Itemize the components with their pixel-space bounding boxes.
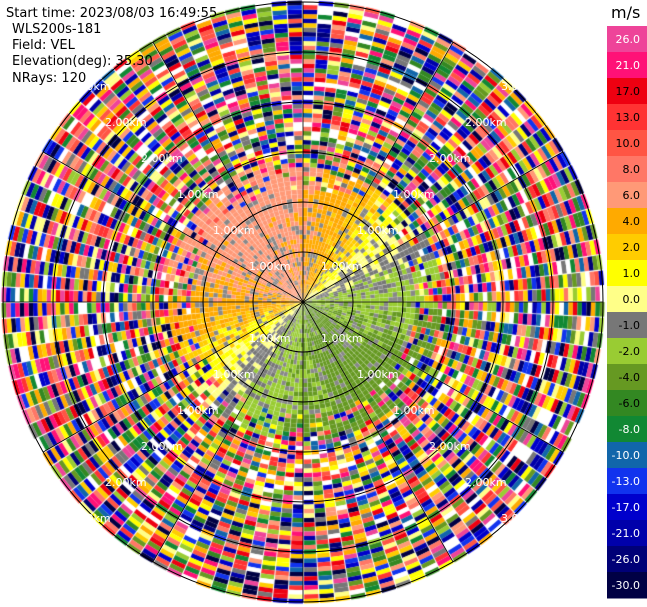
range-ring-label: 1.00km bbox=[249, 332, 291, 345]
field-label: Field: VEL bbox=[12, 38, 75, 53]
range-ring-label: 3.00km bbox=[501, 512, 543, 525]
azimuth-line bbox=[42, 151, 564, 453]
range-ring-label: 2.00km bbox=[105, 116, 147, 129]
range-ring-label: 2.00km bbox=[429, 440, 471, 453]
instrument-label: WLS200s-181 bbox=[12, 22, 102, 37]
range-ring-label: 3.00km bbox=[69, 512, 111, 525]
range-ring-label: 3.00km bbox=[69, 80, 111, 93]
range-ring-label: 2.00km bbox=[429, 152, 471, 165]
range-ring-label: 1.00km bbox=[393, 188, 435, 201]
elevation-label: Elevation(deg): 35.30 bbox=[12, 54, 153, 69]
range-ring-label: 1.00km bbox=[321, 332, 363, 345]
range-ring-label: 3.00km bbox=[501, 80, 543, 93]
range-ring-label: 1.00km bbox=[177, 404, 219, 417]
range-ring-label: 2.00km bbox=[465, 116, 507, 129]
range-ring-label: 1.00km bbox=[249, 260, 291, 273]
range-ring-label: 1.00km bbox=[321, 260, 363, 273]
range-ring-label: 1.00km bbox=[177, 188, 219, 201]
range-ring-label: 1.00km bbox=[213, 368, 255, 381]
range-ring-label: 1.00km bbox=[213, 224, 255, 237]
range-ring-label: 1.00km bbox=[357, 224, 399, 237]
range-ring-label: 2.00km bbox=[141, 440, 183, 453]
range-ring-label: 1.00km bbox=[393, 404, 435, 417]
range-ring-label: 2.00km bbox=[105, 476, 147, 489]
range-ring-label: 2.00km bbox=[465, 476, 507, 489]
range-ring-label: 1.00km bbox=[357, 368, 399, 381]
range-ring-label: 2.00km bbox=[141, 152, 183, 165]
start-time-label: Start time: 2023/08/03 16:49:55 bbox=[6, 6, 218, 21]
nrays-label: NRays: 120 bbox=[12, 71, 87, 86]
